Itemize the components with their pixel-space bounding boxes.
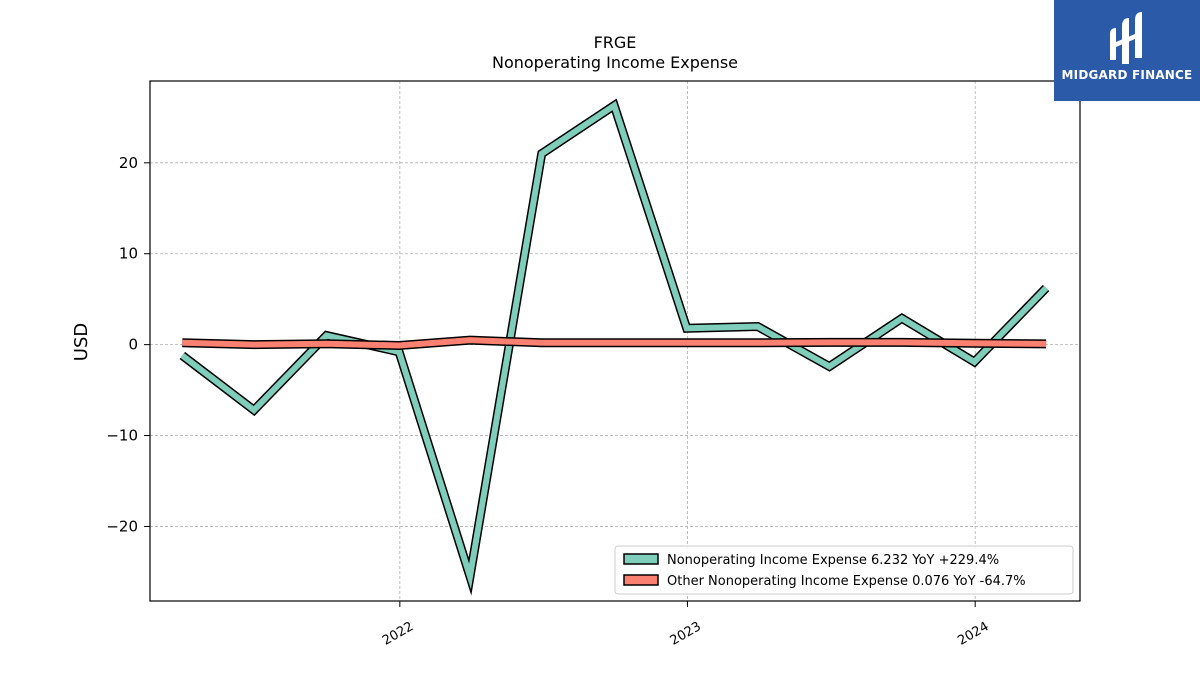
y-tick-label: 20 (119, 154, 138, 172)
y-tick-label: −20 (106, 517, 138, 535)
series-line-2 (182, 337, 1047, 349)
x-tick-label: 2023 (668, 619, 704, 649)
x-tick-label: 2022 (380, 619, 416, 649)
x-axis: 2022 2023 2024 (380, 601, 992, 649)
brand-logo: MIDGARD FINANCE (1054, 0, 1200, 101)
brand-name: MIDGARD FINANCE (1061, 68, 1193, 82)
chart-title: FRGE (594, 33, 637, 52)
y-axis: −20 −10 0 10 20 (106, 154, 150, 535)
series-line-1 (180, 100, 1049, 590)
y-axis-label: USD (71, 323, 92, 361)
y-tick-label: −10 (106, 427, 138, 445)
legend-label-1: Nonoperating Income Expense 6.232 YoY +2… (667, 553, 999, 568)
chart-subtitle: Nonoperating Income Expense (492, 53, 738, 72)
plot-frame (149, 80, 1081, 602)
legend: Nonoperating Income Expense 6.232 YoY +2… (614, 545, 1074, 595)
series-layer (179, 98, 1050, 596)
brand-mark-icon (1110, 12, 1142, 64)
legend-box (614, 545, 1074, 595)
legend-swatch-1 (623, 553, 659, 565)
legend-swatch-2 (623, 574, 659, 586)
y-tick-label: 0 (128, 336, 138, 354)
y-tick-label: 10 (119, 245, 138, 263)
x-tick-label: 2024 (955, 619, 991, 649)
legend-label-2: Other Nonoperating Income Expense 0.076 … (667, 574, 1026, 589)
